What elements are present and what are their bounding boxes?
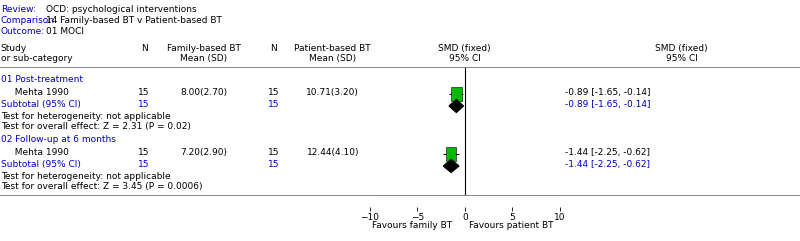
Text: Mean (SD): Mean (SD) (181, 54, 227, 63)
Bar (446, 147, 456, 161)
Text: 15: 15 (268, 160, 279, 169)
Text: Study: Study (1, 44, 27, 53)
Text: 14 Family-based BT v Patient-based BT: 14 Family-based BT v Patient-based BT (46, 16, 222, 25)
Text: N: N (141, 44, 147, 53)
Text: Test for overall effect: Z = 3.45 (P = 0.0006): Test for overall effect: Z = 3.45 (P = 0… (1, 182, 202, 191)
Text: 95% CI: 95% CI (449, 54, 481, 63)
Text: Comparison:: Comparison: (1, 16, 58, 25)
Text: or sub-category: or sub-category (1, 54, 73, 63)
Text: 15: 15 (268, 148, 279, 157)
Text: SMD (fixed): SMD (fixed) (438, 44, 491, 53)
Text: Review:: Review: (1, 5, 36, 14)
Text: Mehta 1990: Mehta 1990 (9, 88, 69, 97)
Text: Family-based BT: Family-based BT (167, 44, 241, 53)
Text: Favours family BT: Favours family BT (372, 221, 452, 230)
Text: Test for heterogeneity: not applicable: Test for heterogeneity: not applicable (1, 172, 170, 181)
Text: 15: 15 (138, 160, 150, 169)
Text: Subtotal (95% CI): Subtotal (95% CI) (1, 100, 81, 109)
Text: -0.89 [-1.65, -0.14]: -0.89 [-1.65, -0.14] (565, 88, 650, 97)
Text: 8.00(2.70): 8.00(2.70) (181, 88, 227, 97)
Text: Favours patient BT: Favours patient BT (469, 221, 554, 230)
Text: Mean (SD): Mean (SD) (310, 54, 356, 63)
Text: Test for overall effect: Z = 2.31 (P = 0.02): Test for overall effect: Z = 2.31 (P = 0… (1, 122, 190, 131)
Text: Mehta 1990: Mehta 1990 (9, 148, 69, 157)
Text: 15: 15 (138, 100, 150, 109)
Text: 12.44(4.10): 12.44(4.10) (306, 148, 359, 157)
Text: -1.44 [-2.25, -0.62]: -1.44 [-2.25, -0.62] (565, 148, 650, 157)
Text: -0.89 [-1.65, -0.14]: -0.89 [-1.65, -0.14] (565, 100, 650, 109)
Text: Outcome:: Outcome: (1, 27, 45, 36)
Text: Patient-based BT: Patient-based BT (294, 44, 371, 53)
Text: 01 Post-treatment: 01 Post-treatment (1, 75, 83, 84)
Text: Test for heterogeneity: not applicable: Test for heterogeneity: not applicable (1, 112, 170, 121)
Text: OCD: psychological interventions: OCD: psychological interventions (46, 5, 197, 14)
Text: N: N (270, 44, 277, 53)
Polygon shape (443, 160, 459, 172)
Text: 95% CI: 95% CI (666, 54, 698, 63)
Text: Subtotal (95% CI): Subtotal (95% CI) (1, 160, 81, 169)
Text: 15: 15 (268, 88, 279, 97)
Text: 15: 15 (138, 148, 150, 157)
Text: 01 MOCI: 01 MOCI (46, 27, 85, 36)
Text: 15: 15 (138, 88, 150, 97)
Text: SMD (fixed): SMD (fixed) (655, 44, 708, 53)
Text: -1.44 [-2.25, -0.62]: -1.44 [-2.25, -0.62] (565, 160, 650, 169)
Text: 10.71(3.20): 10.71(3.20) (306, 88, 359, 97)
Polygon shape (449, 100, 463, 112)
Bar (451, 87, 462, 101)
Text: 02 Follow-up at 6 months: 02 Follow-up at 6 months (1, 135, 116, 144)
Text: 15: 15 (268, 100, 279, 109)
Text: 7.20(2.90): 7.20(2.90) (181, 148, 227, 157)
